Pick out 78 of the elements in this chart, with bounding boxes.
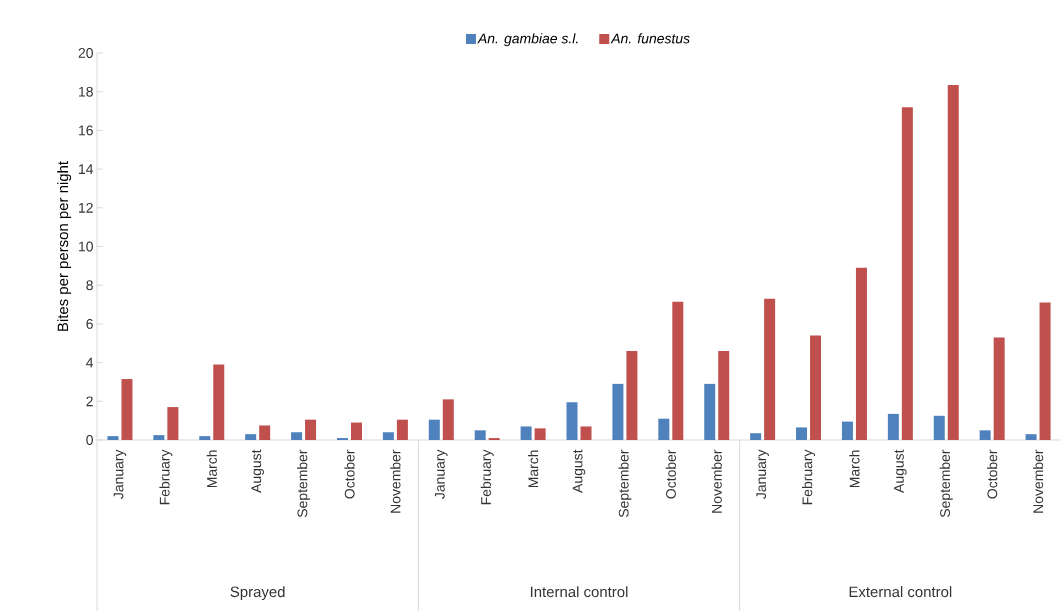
x-tick-label: January (435, 449, 448, 499)
bar (979, 430, 991, 440)
legend-label: An. gambiae s.l. (477, 33, 578, 47)
y-tick-label: 6 (86, 318, 93, 329)
legend-label: An. funestus (610, 33, 690, 44)
x-tick-label: March (849, 450, 860, 488)
bar (382, 432, 394, 440)
bar (947, 84, 959, 440)
x-tick-label: August (251, 449, 264, 493)
x-tick-label: February (159, 449, 173, 505)
bar (396, 419, 408, 440)
bar (428, 419, 440, 440)
x-tick-label: February (802, 449, 816, 505)
bar (901, 107, 913, 440)
x-tick-label: August (572, 449, 586, 493)
y-axis-title: Bites per person per night (57, 161, 72, 331)
bar (213, 364, 225, 440)
bar (520, 426, 532, 440)
bar (887, 413, 899, 440)
bar (750, 433, 762, 440)
x-tick-label: October (344, 449, 355, 499)
bar (534, 428, 546, 440)
bar (718, 350, 730, 440)
y-tick-label: 4 (86, 357, 94, 368)
bar (658, 418, 670, 440)
x-tick-label: November (1032, 449, 1044, 513)
y-tick-label: 18 (79, 86, 93, 97)
x-tick-label: September (618, 449, 632, 518)
bar (107, 436, 119, 440)
bar (474, 430, 486, 440)
y-tick-label: 8 (86, 280, 93, 291)
bar (121, 379, 133, 440)
bar (933, 415, 945, 440)
x-tick-label: September (297, 449, 311, 518)
bar (993, 337, 1005, 440)
y-tick-label: 12 (79, 202, 93, 213)
text: Internal control (530, 586, 628, 598)
text: Sprayed (230, 586, 285, 601)
x-tick-label: September (939, 449, 953, 518)
bar (442, 399, 454, 440)
y-tick-label: 20 (78, 48, 93, 58)
bar (810, 335, 822, 440)
y-tick-label: 16 (79, 125, 93, 136)
x-tick-label: October (987, 449, 998, 499)
x-tick-label: October (665, 449, 676, 499)
bar (305, 419, 317, 440)
bar (566, 402, 578, 440)
bar (259, 425, 271, 440)
bar (153, 435, 165, 440)
y-tick-label: 10 (79, 241, 93, 252)
bar (672, 301, 684, 440)
x-tick-label: March (206, 450, 217, 488)
x-tick-label: January (113, 449, 127, 499)
y-tick-label: 0 (86, 435, 93, 445)
bar (167, 407, 179, 440)
x-tick-label: November (711, 449, 722, 513)
bar (704, 383, 716, 440)
bar (1039, 302, 1051, 440)
x-tick-label: February (480, 449, 494, 505)
x-tick-label: August (894, 449, 907, 493)
bar (764, 298, 776, 440)
bar (626, 350, 638, 440)
bar (580, 426, 592, 440)
x-tick-label: January (756, 449, 769, 499)
bar (841, 421, 853, 440)
bar (855, 267, 867, 440)
bar (612, 383, 624, 440)
bar (1025, 434, 1037, 440)
bar (291, 432, 303, 440)
bar (350, 422, 362, 440)
x-tick-label: November (390, 449, 401, 513)
text: External control (849, 586, 952, 598)
y-tick-label: 14 (79, 164, 94, 174)
bar (199, 436, 211, 440)
bar (245, 434, 257, 440)
x-tick-label: March (527, 450, 539, 488)
y-tick-label: 2 (86, 396, 93, 407)
bar (796, 427, 808, 440)
